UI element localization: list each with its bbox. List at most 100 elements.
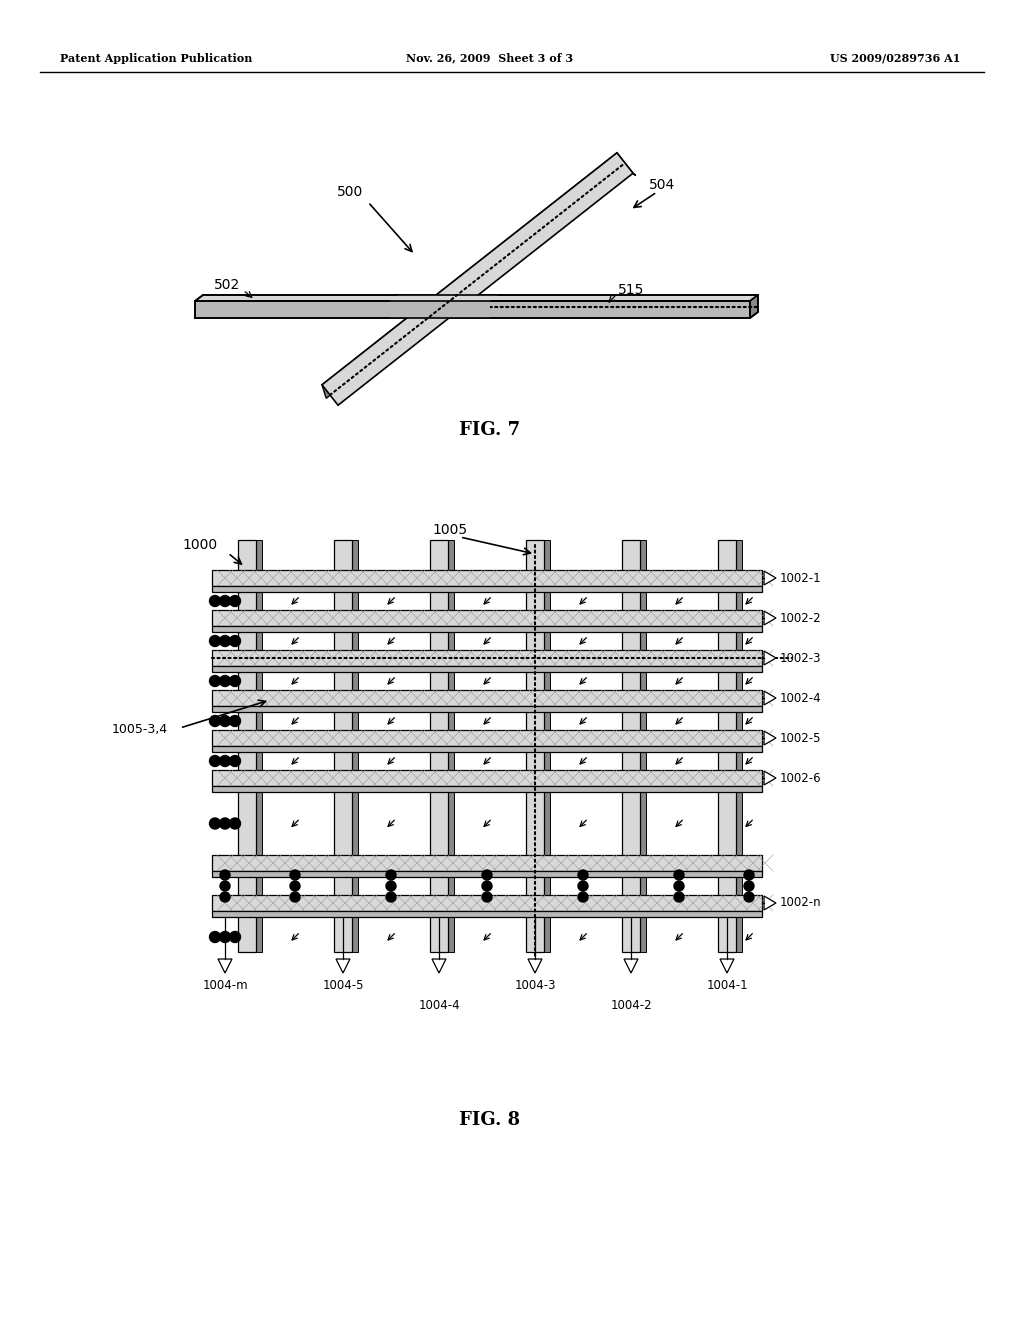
Text: 1005-3,4: 1005-3,4 xyxy=(112,723,168,737)
Bar xyxy=(544,540,550,952)
Text: 515: 515 xyxy=(618,282,644,297)
Bar xyxy=(212,871,762,876)
Circle shape xyxy=(229,595,241,606)
Circle shape xyxy=(229,818,241,829)
Bar xyxy=(352,540,358,952)
Polygon shape xyxy=(390,301,490,318)
Polygon shape xyxy=(390,294,498,301)
Polygon shape xyxy=(764,771,776,785)
Polygon shape xyxy=(764,572,776,585)
Bar xyxy=(622,540,640,952)
Text: FIG. 8: FIG. 8 xyxy=(460,1111,520,1129)
Circle shape xyxy=(229,715,241,726)
Bar xyxy=(212,626,762,632)
Polygon shape xyxy=(336,960,350,973)
Bar xyxy=(334,540,352,952)
Polygon shape xyxy=(195,301,750,318)
Text: 502: 502 xyxy=(214,279,240,292)
Circle shape xyxy=(219,818,230,829)
Polygon shape xyxy=(617,153,636,176)
Circle shape xyxy=(578,870,588,880)
Bar xyxy=(238,540,256,952)
Circle shape xyxy=(674,880,684,891)
Text: 1002-1: 1002-1 xyxy=(780,572,821,585)
Polygon shape xyxy=(764,896,776,909)
Circle shape xyxy=(210,715,220,726)
Polygon shape xyxy=(624,960,638,973)
Text: 504: 504 xyxy=(649,178,675,191)
Bar xyxy=(718,540,736,952)
Circle shape xyxy=(290,870,300,880)
Text: 1004-3: 1004-3 xyxy=(514,979,556,993)
Bar xyxy=(212,730,762,746)
Bar xyxy=(212,746,762,752)
Circle shape xyxy=(210,755,220,767)
Polygon shape xyxy=(322,153,633,405)
Text: 1004-5: 1004-5 xyxy=(323,979,364,993)
Bar xyxy=(212,785,762,792)
Bar xyxy=(212,895,762,911)
Circle shape xyxy=(219,635,230,647)
Text: 1002-5: 1002-5 xyxy=(780,731,821,744)
Polygon shape xyxy=(322,153,622,399)
Bar xyxy=(212,770,762,785)
Circle shape xyxy=(482,880,492,891)
Polygon shape xyxy=(750,294,758,318)
Circle shape xyxy=(744,880,754,891)
Polygon shape xyxy=(432,960,446,973)
Bar xyxy=(212,649,762,667)
Polygon shape xyxy=(195,294,758,301)
Bar xyxy=(212,586,762,591)
Bar xyxy=(212,690,762,706)
Circle shape xyxy=(482,870,492,880)
Bar xyxy=(212,610,762,626)
Text: Patent Application Publication: Patent Application Publication xyxy=(60,53,252,63)
Bar xyxy=(212,911,762,917)
Circle shape xyxy=(482,892,492,902)
Text: US 2009/0289736 A1: US 2009/0289736 A1 xyxy=(829,53,961,63)
Circle shape xyxy=(229,932,241,942)
Circle shape xyxy=(744,892,754,902)
Bar xyxy=(640,540,646,952)
Text: 1002-3: 1002-3 xyxy=(780,652,821,664)
Bar xyxy=(212,706,762,711)
Circle shape xyxy=(290,892,300,902)
Circle shape xyxy=(219,755,230,767)
Text: 1005: 1005 xyxy=(432,523,468,537)
Circle shape xyxy=(744,870,754,880)
Circle shape xyxy=(290,880,300,891)
Circle shape xyxy=(220,880,230,891)
Bar xyxy=(256,540,262,952)
Polygon shape xyxy=(764,611,776,624)
Circle shape xyxy=(219,676,230,686)
Circle shape xyxy=(578,892,588,902)
Text: 1004-1: 1004-1 xyxy=(707,979,748,993)
Bar xyxy=(430,540,449,952)
Circle shape xyxy=(210,595,220,606)
Circle shape xyxy=(210,932,220,942)
Text: 1004-2: 1004-2 xyxy=(610,999,652,1012)
Text: 1002-6: 1002-6 xyxy=(780,771,821,784)
Bar xyxy=(736,540,742,952)
Circle shape xyxy=(674,892,684,902)
Text: 1002-2: 1002-2 xyxy=(780,611,821,624)
Circle shape xyxy=(229,635,241,647)
Text: 1004-4: 1004-4 xyxy=(418,999,460,1012)
Circle shape xyxy=(578,880,588,891)
Circle shape xyxy=(219,932,230,942)
Text: 1004-m: 1004-m xyxy=(202,979,248,993)
Text: 500: 500 xyxy=(337,185,364,199)
Circle shape xyxy=(219,595,230,606)
Circle shape xyxy=(219,715,230,726)
Bar xyxy=(212,570,762,586)
Circle shape xyxy=(210,635,220,647)
Text: Nov. 26, 2009  Sheet 3 of 3: Nov. 26, 2009 Sheet 3 of 3 xyxy=(407,53,573,63)
Polygon shape xyxy=(764,731,776,744)
Circle shape xyxy=(229,676,241,686)
Text: FIG. 7: FIG. 7 xyxy=(460,421,520,440)
Bar xyxy=(212,667,762,672)
Polygon shape xyxy=(720,960,734,973)
Bar xyxy=(212,855,762,871)
Circle shape xyxy=(674,870,684,880)
Text: 1000: 1000 xyxy=(183,539,218,552)
